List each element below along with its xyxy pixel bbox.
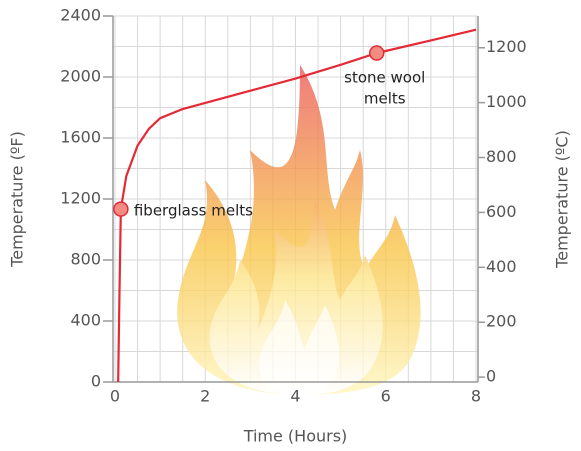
y-tick-label: 2400 [60, 6, 101, 25]
y-tick-label: 800 [70, 250, 101, 269]
y2-tick-label: 800 [486, 147, 517, 166]
x-tick-label: 0 [110, 387, 120, 406]
annotation-text: fiberglass melts [134, 202, 253, 220]
y2-tick-label: 0 [486, 367, 496, 386]
y-tick-label: 1600 [60, 128, 101, 147]
y2-tick-label: 1200 [486, 37, 527, 56]
y-tick-label: 1200 [60, 189, 101, 208]
y2-tick-label: 200 [486, 312, 517, 331]
x-axis-label: Time (Hours) [243, 427, 348, 446]
y2-tick-label: 1000 [486, 92, 527, 111]
x-tick-label: 8 [471, 387, 481, 406]
x-tick-label: 6 [381, 387, 391, 406]
chart: 0 400 800 1200 1600 2000 2400 0 200 400 600 800 1000… [0, 0, 581, 451]
annotation-marker [370, 46, 384, 60]
annotation-text: melts [364, 90, 406, 108]
y-tick-label: 400 [70, 311, 101, 330]
annotation-text: stone wool [344, 69, 425, 87]
y2-tick-label: 400 [486, 257, 517, 276]
y-tick-label: 0 [91, 372, 101, 391]
x-tick-label: 4 [290, 387, 300, 406]
x-tick-label: 2 [200, 387, 210, 406]
y2-axis-label: Temperature (ºC) [553, 130, 572, 269]
y-tick-label: 2000 [60, 67, 101, 86]
annotation-marker [114, 202, 128, 216]
y2-tick-label: 600 [486, 202, 517, 221]
y-axis-label: Temperature (ºF) [8, 131, 27, 268]
